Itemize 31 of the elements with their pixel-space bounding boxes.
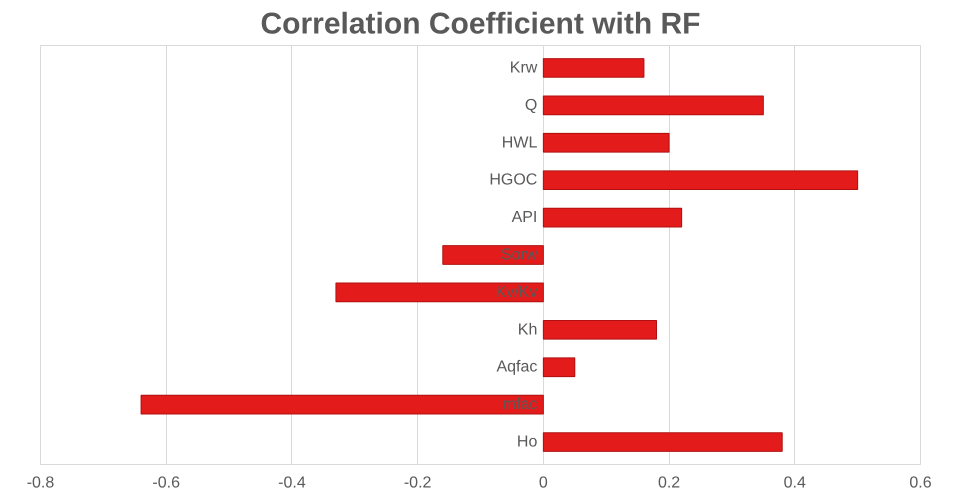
x-tick-label: -0.8 [26, 474, 54, 492]
bar [542, 320, 657, 340]
bar [542, 357, 576, 378]
x-tick-label: 0.2 [658, 474, 680, 492]
y-tick-label: API [512, 209, 538, 226]
y-tick-label: Q [524, 96, 538, 114]
bar [442, 245, 544, 265]
x-tick-label: 0 [538, 474, 548, 492]
y-tick-label: Kv/Kv [496, 284, 538, 301]
y-tick-label: Ho [516, 434, 538, 451]
y-tick-label: Sorw [500, 246, 538, 264]
x-tick-label: -0.2 [404, 474, 432, 492]
bar [140, 394, 544, 414]
bar [335, 282, 544, 302]
x-tick-label: -0.4 [278, 474, 306, 492]
y-tick-label: Krw [510, 59, 538, 76]
x-tick-label: 0.4 [784, 474, 806, 492]
bar [542, 432, 783, 452]
x-tick-label: -0.6 [152, 474, 180, 492]
y-tick-label: Aqfac [496, 358, 538, 376]
bar [542, 58, 644, 78]
x-tick-label: 0.6 [909, 474, 932, 492]
y-tick-label: Kh [518, 321, 538, 338]
y-tick-label: HGOC [489, 172, 538, 189]
bar [542, 96, 764, 116]
chart-title: Correlation Coefficient with RF [260, 8, 701, 40]
bar [542, 132, 670, 153]
bar [542, 170, 858, 190]
y-tick-label: HWL [502, 134, 538, 152]
bar [542, 208, 682, 228]
y-tick-label: mfac [502, 396, 538, 414]
